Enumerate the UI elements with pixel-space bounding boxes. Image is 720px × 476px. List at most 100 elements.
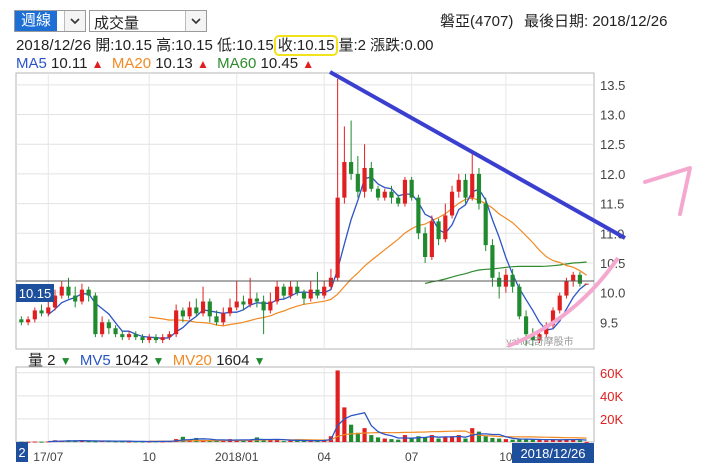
ma60-line (424, 261, 587, 285)
volume-bar (93, 441, 98, 443)
volume-bar (86, 441, 91, 443)
candle-body (227, 307, 233, 314)
volume-bar (261, 440, 266, 442)
candle-body (523, 316, 529, 335)
candle-body (126, 334, 132, 338)
candle-body (32, 310, 37, 320)
candle-body (66, 286, 71, 296)
candle-body (301, 292, 307, 299)
stock-name: 磐亞(4707) (440, 13, 514, 30)
time-tick-label: 2018/01 (215, 450, 259, 464)
price-tick-label: 12.5 (600, 137, 625, 152)
candle-body (79, 289, 85, 302)
volume-bar (369, 435, 374, 442)
price-tag-text: 10.15 (19, 286, 52, 301)
candle-body (402, 179, 408, 204)
volume-bar (463, 438, 468, 442)
time-tick-label: 07 (405, 450, 419, 464)
candle-body (382, 191, 387, 198)
ma5-label: MA5 (16, 55, 47, 72)
candle-body (396, 197, 401, 204)
up-arrow-icon: ▲ (196, 57, 209, 71)
quote-change: 漲跌:0.00 (370, 37, 434, 54)
volume-bar (126, 441, 132, 443)
volume-bar (248, 439, 253, 442)
quote-close: 收:10.15 (273, 35, 339, 56)
volume-bar (544, 440, 549, 442)
candle-body (557, 295, 562, 311)
candle-body (449, 191, 455, 216)
volume-bar (207, 440, 212, 442)
candle-body (59, 286, 64, 296)
price-tick-label: 13.0 (600, 108, 625, 123)
volume-bar (557, 439, 562, 442)
volume-bar (382, 438, 387, 442)
candle-body (476, 173, 482, 204)
candle-body (423, 233, 428, 257)
candle-body (52, 295, 58, 308)
ma-legend: MA5 10.11 ▲ MA20 10.13 ▲ MA60 10.45 ▲ (16, 55, 314, 72)
indicator-select-value: 成交量 (94, 15, 140, 32)
period-select-value: 週線 (15, 11, 58, 31)
volume-bar (503, 439, 508, 442)
candle-body (241, 301, 246, 305)
quote-open: 開:10.15 (95, 37, 152, 54)
candle-body (120, 334, 125, 338)
price-tick-label: 10.0 (600, 286, 625, 301)
quote-row: 2018/12/26 開:10.15 高:10.15 低:10.15 收:10.1… (16, 34, 434, 56)
volume-bar (584, 441, 589, 443)
time-tick-label: 10 (143, 450, 157, 464)
candle-body (200, 301, 206, 314)
volume-bar (530, 439, 535, 442)
volume-bar (483, 436, 488, 442)
volume-bar (490, 437, 495, 442)
volume-panel-frame (15, 366, 595, 443)
time-tick-label: 10 (499, 450, 513, 464)
volume-bar (274, 439, 280, 442)
volume-bar (497, 438, 502, 442)
candle-body (483, 203, 488, 246)
period-select[interactable]: 週線 (14, 10, 86, 32)
trendline-annotation (329, 70, 626, 240)
mv5-line (48, 411, 587, 443)
up-arrow-icon: ▲ (302, 57, 315, 71)
candle-body (436, 221, 441, 240)
candle-body (463, 179, 468, 198)
volume-bar (436, 438, 441, 442)
volume-bar (241, 440, 246, 442)
candle-body (490, 245, 495, 278)
pink-arrow-icon (643, 166, 692, 216)
candle-body (342, 162, 347, 198)
price-panel-frame (15, 72, 595, 350)
candle-body (174, 310, 179, 335)
candle-body (470, 173, 475, 198)
volume-tick-label: 20K (600, 412, 623, 427)
ma60-label: MA60 (217, 55, 257, 72)
candle-body (389, 191, 394, 198)
candle-body (167, 334, 172, 338)
candle-body (261, 301, 266, 311)
volume-bar (295, 440, 300, 442)
candle-body (584, 283, 589, 285)
volume-bar (443, 437, 448, 442)
volume-bar (194, 437, 199, 442)
ma20-label: MA20 (111, 55, 152, 72)
indicator-select[interactable]: 成交量 (89, 10, 207, 32)
chevron-down-icon[interactable] (185, 11, 206, 31)
up-arrow-icon: ▲ (91, 57, 104, 71)
chevron-down-icon[interactable] (64, 11, 85, 31)
candle-body (268, 301, 273, 311)
mv20-value: 1604 (216, 352, 250, 369)
volume-bar (281, 441, 286, 443)
left-tag-text: 2 (18, 445, 25, 460)
candle-body (194, 307, 199, 314)
mv20-label: MV20 (172, 352, 212, 369)
candle-body (214, 316, 219, 323)
candle-body (153, 337, 159, 341)
price-tag (16, 284, 54, 302)
candle-body (86, 289, 91, 296)
candle-body (187, 307, 192, 317)
candle-body (106, 322, 111, 329)
volume-bar (362, 428, 367, 442)
